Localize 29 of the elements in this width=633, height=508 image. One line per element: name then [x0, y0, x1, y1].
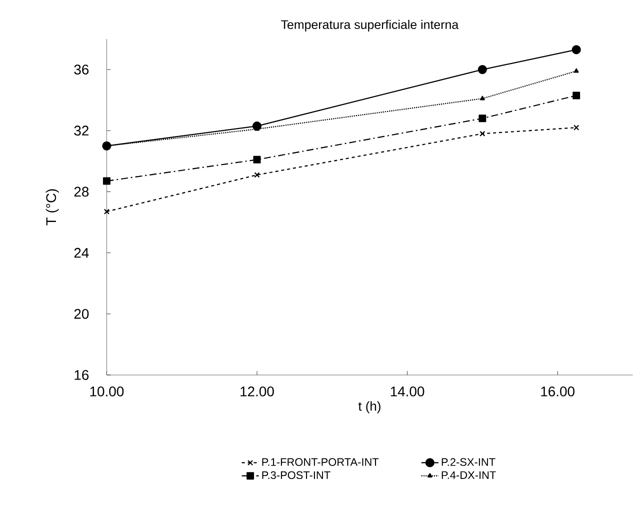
y-tick-label: 28	[74, 186, 89, 197]
x-tick-label: 12.00	[240, 386, 274, 396]
y-tick-label: 20	[74, 308, 89, 319]
point	[572, 92, 580, 100]
y-tick-label: 16	[74, 370, 89, 380]
y-axis-title: T (°C)	[46, 189, 59, 226]
x-tick-label: 10.00	[90, 386, 124, 396]
x-tick-label: 16.00	[541, 386, 574, 396]
point	[102, 177, 110, 185]
point	[574, 68, 579, 73]
point	[253, 156, 261, 164]
point	[572, 45, 581, 54]
legend-label: P.4-DX-INT	[442, 471, 496, 479]
point	[478, 65, 487, 74]
point	[104, 208, 110, 214]
point	[478, 114, 486, 122]
legend-label: P.1-FRONT-PORTA-INT	[262, 458, 379, 466]
legend-label: P.2-SX-INT	[442, 458, 496, 466]
chart-title: Temperatura superficiale interna	[281, 20, 459, 32]
y-tick-label: 32	[74, 126, 88, 136]
y-tick-label: 24	[74, 248, 89, 258]
x-axis-title: t (h)	[358, 401, 380, 414]
x-tick-label: 14.00	[390, 386, 424, 396]
legend-label: P.3-POST-INT	[262, 471, 330, 480]
point	[574, 124, 580, 130]
point	[254, 172, 260, 178]
y-tick-label: 36	[74, 64, 89, 74]
point	[480, 130, 486, 136]
point	[480, 96, 485, 100]
